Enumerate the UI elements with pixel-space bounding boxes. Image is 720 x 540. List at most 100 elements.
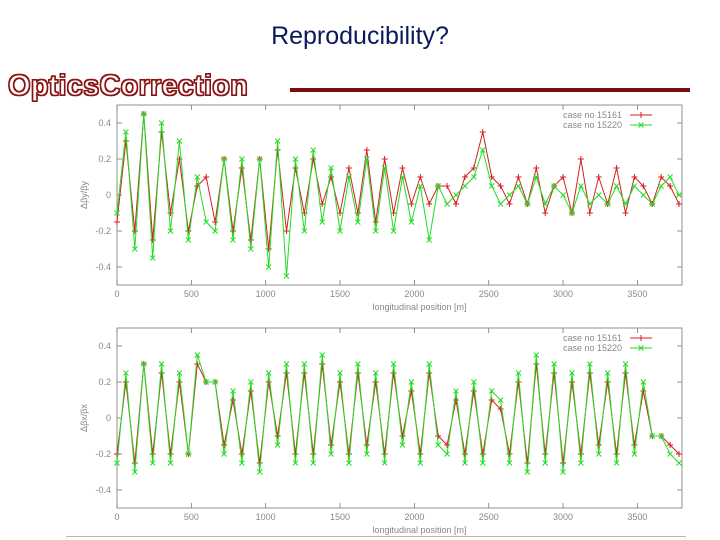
data-point: [569, 210, 575, 216]
x-tick-label: 2500: [479, 512, 499, 522]
data-point: [613, 183, 620, 189]
x-tick-label: 0: [114, 512, 119, 522]
data-point: [497, 397, 504, 403]
data-point: [158, 361, 165, 367]
data-point: [613, 451, 620, 457]
x-tick-label: 2000: [404, 512, 424, 522]
data-point: [301, 228, 308, 234]
data-point: [301, 370, 308, 376]
data-point: [158, 370, 165, 376]
y-tick-label: 0.4: [98, 341, 111, 351]
data-point: [595, 442, 602, 448]
data-point: [408, 219, 415, 225]
legend-marker: [638, 335, 644, 341]
data-point: [479, 147, 486, 153]
data-point: [542, 451, 549, 457]
data-point: [265, 264, 272, 270]
data-point: [560, 174, 567, 180]
data-point: [399, 165, 406, 171]
data-point: [604, 370, 611, 376]
data-point: [283, 370, 290, 376]
data-point: [310, 156, 317, 162]
data-point: [131, 469, 138, 475]
data-point: [221, 442, 228, 448]
data-point: [328, 165, 334, 171]
data-point: [122, 138, 129, 144]
data-point: [551, 183, 557, 189]
x-axis-label: longitudinal position [m]: [372, 302, 466, 312]
data-point: [283, 361, 290, 367]
legend-marker: [638, 345, 644, 351]
data-point: [247, 246, 254, 252]
legend-marker: [638, 122, 644, 128]
data-point: [274, 442, 281, 448]
data-point: [497, 183, 504, 189]
data-point: [203, 174, 210, 180]
data-point: [417, 451, 424, 457]
data-point: [212, 219, 219, 225]
data-point: [533, 165, 540, 171]
data-point: [640, 192, 647, 198]
data-point: [363, 442, 370, 448]
data-point: [265, 379, 272, 385]
data-point: [310, 460, 317, 466]
y-tick-label: 0.4: [98, 118, 111, 128]
data-point: [238, 165, 245, 171]
data-point: [426, 201, 433, 207]
data-point: [363, 147, 370, 153]
data-point: [256, 460, 263, 466]
data-point: [658, 183, 665, 189]
data-point: [435, 433, 442, 439]
data-point: [586, 370, 593, 376]
data-point: [640, 388, 647, 394]
data-point: [479, 129, 486, 135]
y-axis-label: Δβx/βx: [79, 404, 89, 432]
data-point: [444, 451, 450, 457]
data-point: [497, 406, 504, 412]
series-line-2: [116, 113, 680, 277]
slide-title: Reproducibility?: [271, 22, 449, 50]
data-point: [595, 192, 602, 198]
data-point: [265, 246, 272, 252]
data-point: [372, 228, 379, 234]
data-point: [470, 388, 477, 394]
data-point: [230, 388, 236, 394]
x-tick-label: 500: [184, 289, 199, 299]
data-point: [640, 183, 647, 189]
data-point: [676, 201, 683, 207]
legend-marker: [638, 112, 644, 118]
legend-label: case no 15161: [563, 333, 622, 343]
data-point: [292, 451, 299, 457]
data-point: [453, 192, 459, 198]
data-point: [337, 228, 343, 234]
data-point: [399, 442, 406, 448]
data-point: [390, 210, 397, 216]
data-point: [212, 228, 218, 234]
data-point: [381, 156, 388, 162]
data-point: [247, 379, 254, 385]
data-point: [346, 174, 352, 180]
y-tick-label: -0.4: [95, 262, 111, 272]
data-point: [390, 361, 397, 367]
data-point: [658, 433, 665, 439]
data-point: [123, 370, 129, 376]
data-point: [408, 379, 415, 385]
data-point: [221, 451, 227, 457]
data-point: [524, 469, 531, 475]
data-point: [667, 174, 673, 180]
data-point: [149, 255, 156, 261]
data-point: [613, 165, 620, 171]
data-point: [676, 451, 683, 457]
data-point: [631, 442, 638, 448]
data-point: [301, 361, 308, 367]
data-point: [658, 174, 665, 180]
data-point: [256, 469, 263, 475]
data-point: [506, 460, 513, 466]
x-tick-label: 1500: [330, 289, 350, 299]
data-point: [622, 210, 629, 216]
data-point: [337, 210, 344, 216]
data-point: [622, 361, 629, 367]
x-tick-label: 500: [184, 512, 199, 522]
data-point: [399, 433, 406, 439]
